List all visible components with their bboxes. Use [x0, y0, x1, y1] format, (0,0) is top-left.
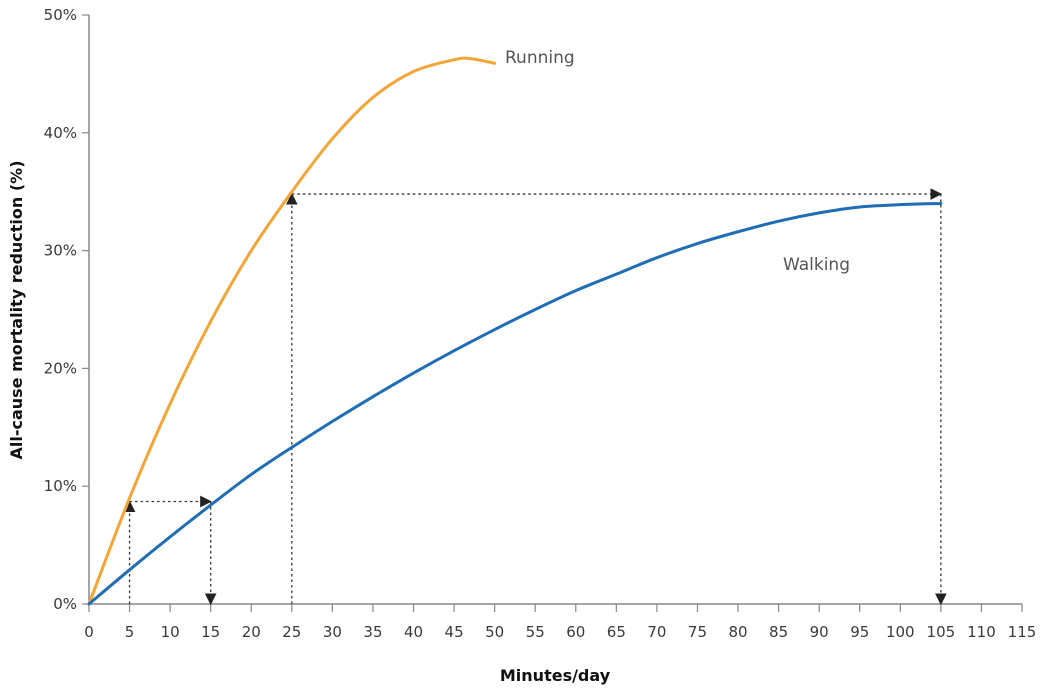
- y-tick-label: 0%: [53, 595, 77, 613]
- x-tick-label: 115: [1008, 623, 1037, 641]
- x-tick-label: 15: [201, 623, 220, 641]
- x-tick-label: 70: [647, 623, 666, 641]
- x-tick-label: 55: [526, 623, 545, 641]
- series-lines: [87, 56, 943, 606]
- annotations: [123, 188, 947, 606]
- x-axis-title: Minutes/day: [500, 666, 611, 685]
- x-tick-label: 80: [728, 623, 747, 641]
- x-tick-label: 110: [967, 623, 996, 641]
- x-tick-label: 40: [404, 623, 423, 641]
- x-tick-label: 105: [927, 623, 956, 641]
- x-tick-label: 10: [161, 623, 180, 641]
- x-tick-label: 35: [363, 623, 382, 641]
- x-tick-label: 90: [810, 623, 829, 641]
- x-tick-label: 100: [886, 623, 915, 641]
- x-tick-label: 45: [445, 623, 464, 641]
- y-tick-label: 10%: [44, 477, 77, 495]
- y-tick-label: 30%: [44, 242, 77, 260]
- y-axis-title: All-cause mortality reduction (%): [7, 160, 26, 459]
- x-tick-label: 95: [850, 623, 869, 641]
- x-tick-label: 85: [769, 623, 788, 641]
- x-tick-label: 20: [242, 623, 261, 641]
- y-tick-label: 50%: [44, 6, 77, 24]
- x-tick-label: 0: [84, 623, 94, 641]
- x-tick-label: 30: [323, 623, 342, 641]
- series-label-running: Running: [505, 48, 575, 68]
- x-tick-label: 50: [485, 623, 504, 641]
- x-tick-label: 25: [282, 623, 301, 641]
- axes: 0 5 10 15 20 25 30 35 40 45 50 55 60 65 70 75 80 85 90 95 10…: [44, 6, 1037, 641]
- y-tick-label: 40%: [44, 124, 77, 142]
- y-tick-label: 20%: [44, 359, 77, 377]
- x-tick-label: 5: [125, 623, 135, 641]
- x-tick-label: 60: [566, 623, 585, 641]
- series-line-running: [87, 56, 497, 606]
- x-tick-label: 75: [688, 623, 707, 641]
- x-tick-label: 65: [607, 623, 626, 641]
- series-line-walking: [87, 201, 943, 606]
- series-label-walking: Walking: [783, 255, 850, 275]
